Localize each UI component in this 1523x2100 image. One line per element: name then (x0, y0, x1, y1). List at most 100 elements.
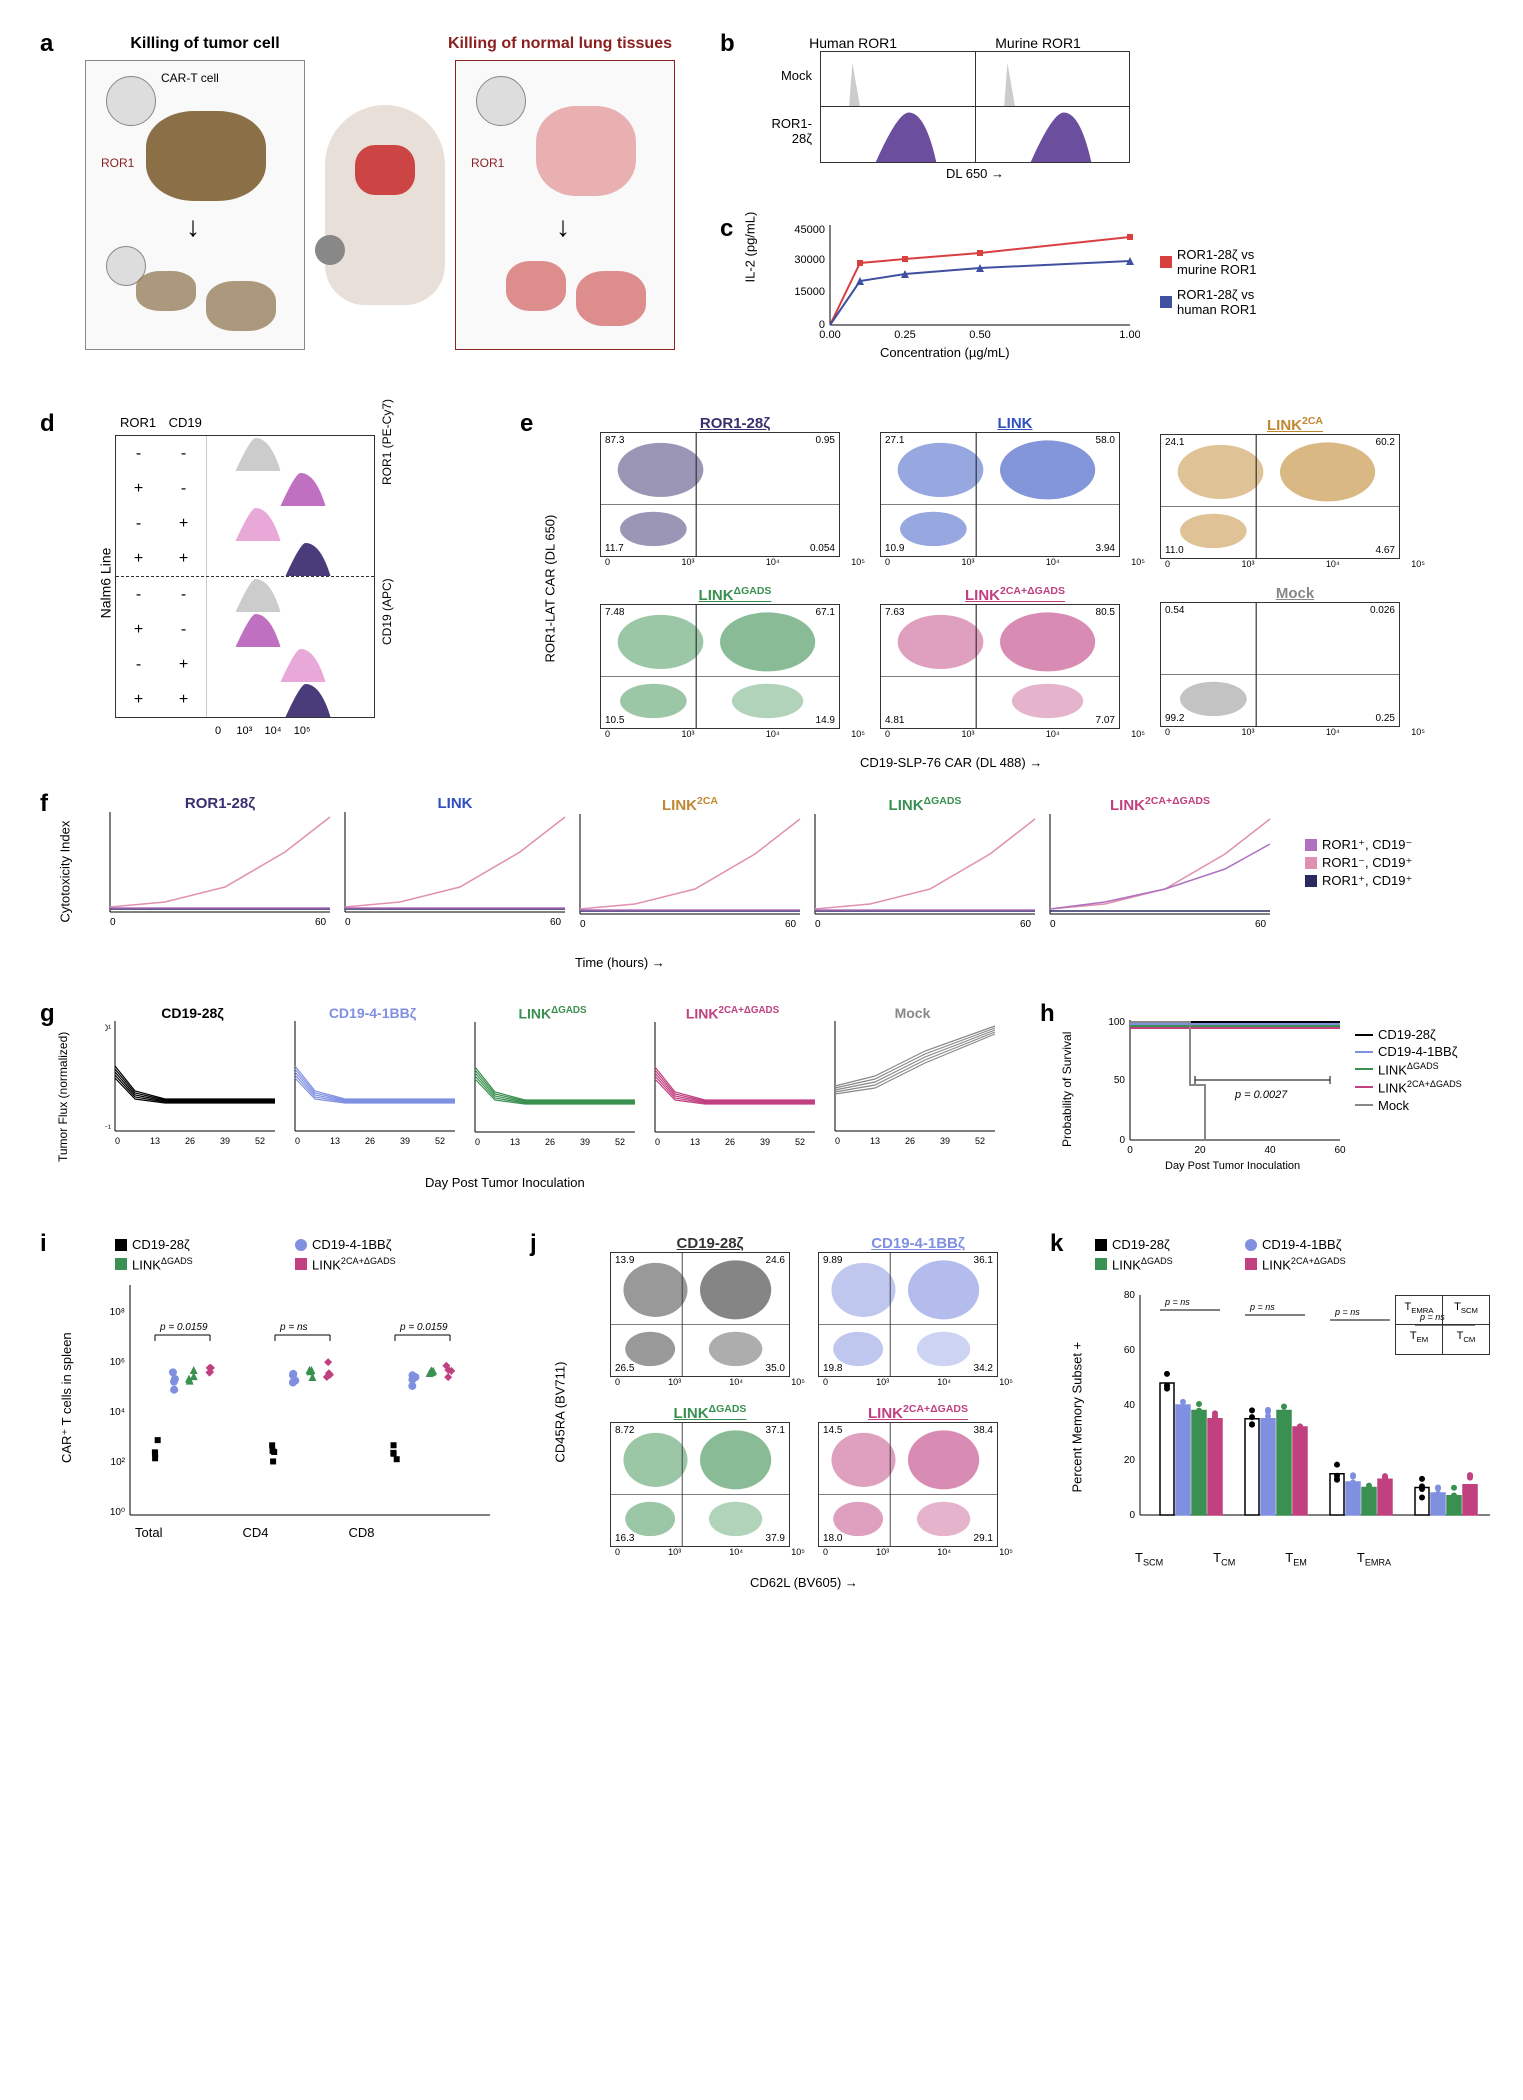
svg-text:39: 39 (760, 1137, 770, 1147)
svg-text:0.50: 0.50 (969, 329, 990, 340)
panel-b-rowlabels: Mock ROR1-28ζ (760, 51, 820, 163)
panel-g-xlabel: Day Post Tumor Inoculation (425, 1175, 585, 1190)
svg-text:20: 20 (1194, 1145, 1206, 1156)
svg-text:10⁸: 10⁸ (110, 1307, 125, 1318)
panel-h-xlabel: Day Post Tumor Inoculation (1165, 1160, 1300, 1172)
svg-text:100: 100 (1108, 1017, 1125, 1028)
svg-text:1.00: 1.00 (1119, 329, 1140, 340)
panel-c-xlabel: Concentration (µg/mL) (880, 345, 1010, 360)
panel-g: Tumor Flux (normalized) CD19-28ζ 0 13 26… (75, 1005, 1025, 1195)
svg-text:p = 0.0027: p = 0.0027 (1234, 1089, 1288, 1101)
svg-text:60: 60 (550, 917, 562, 928)
panel-i-cats: Total CD4 CD8 (135, 1525, 375, 1540)
svg-text:60: 60 (1255, 919, 1267, 930)
panel-f-label: f (40, 790, 48, 818)
svg-text:0: 0 (815, 919, 821, 930)
svg-text:0.25: 0.25 (894, 329, 915, 340)
svg-text:20: 20 (1124, 1455, 1136, 1466)
svg-text:p = 0.0159: p = 0.0159 (399, 1322, 448, 1333)
panel-b-headers: Human ROR1 Murine ROR1 (760, 35, 1130, 51)
panel-d-label: d (40, 410, 55, 438)
panel-k-ylabel: Percent Memory Subset + (1070, 1342, 1085, 1493)
mouse-lungs (355, 145, 415, 195)
panel-b-ror1-label: ROR1-28ζ (760, 116, 812, 146)
panel-c-label: c (720, 215, 733, 243)
panel-k-label: k (1050, 1230, 1063, 1258)
svg-text:45000: 45000 (794, 225, 825, 236)
svg-text:p = ns: p = ns (1249, 1302, 1275, 1312)
svg-text:52: 52 (975, 1136, 985, 1146)
svg-text:10⁻¹: 10⁻¹ (105, 1123, 111, 1133)
svg-text:0: 0 (835, 1136, 840, 1146)
svg-text:15000: 15000 (794, 286, 825, 298)
tumorflux-0: CD19-28ζ 0 13 26 39 52 10¹10⁻¹ (105, 1005, 280, 1157)
panel-d-colheaders: ROR1 CD19 (120, 415, 214, 430)
svg-text:p = ns: p = ns (279, 1322, 308, 1333)
panel-a-left-title: Killing of tumor cell (105, 35, 305, 53)
panel-e-label: e (520, 410, 533, 438)
svg-text:10²: 10² (111, 1457, 126, 1468)
svg-text:52: 52 (255, 1136, 265, 1146)
tumorflux-4: Mock 0 13 26 39 52 (825, 1005, 1000, 1157)
tumorflux-3: LINK2CA+ΔGADS 0 13 26 39 52 (645, 1005, 820, 1157)
tumorflux-1: CD19-4-1BBζ 0 13 26 39 52 (285, 1005, 460, 1157)
tumor-fragment-1 (136, 271, 196, 311)
panel-a-label: a (40, 30, 53, 58)
svg-text:0.00: 0.00 (819, 329, 840, 340)
cytox-plot-0: ROR1-28ζ 0 60 (105, 795, 335, 939)
panel-k-quadbox: TEMRA TSCM TEM TCM (1395, 1295, 1490, 1355)
panel-b-plots (820, 51, 1130, 163)
svg-text:p = ns: p = ns (1334, 1307, 1360, 1317)
svg-text:39: 39 (940, 1136, 950, 1146)
normal-fragment-2 (576, 271, 646, 326)
panel-e-xlabel: CD19-SLP-76 CAR (DL 488) → (860, 755, 1042, 770)
svg-text:60: 60 (1334, 1145, 1346, 1156)
tumorflux-2: LINKΔGADS 0 13 26 39 52 (465, 1005, 640, 1157)
panel-j-ylabel: CD45RA (BV711) (553, 1362, 568, 1463)
svg-text:0: 0 (1050, 919, 1056, 930)
flow-plot-Mock: Mock 0.54 0.026 99.2 0.25 010³10⁴10⁵ (1160, 585, 1430, 745)
mouse-tumor (315, 235, 345, 265)
svg-text:10⁶: 10⁶ (110, 1357, 125, 1368)
tumor-before (146, 111, 266, 201)
panel-e-ylabel: ROR1-LAT CAR (DL 650) (543, 515, 558, 663)
arrow-down-right: ↓ (556, 211, 570, 243)
svg-text:26: 26 (545, 1137, 555, 1147)
flow-plot-LINK: LINK2CA+ΔGADS 14.5 38.4 18.0 29.1 010³10… (818, 1403, 1018, 1563)
panel-b-label: b (720, 30, 735, 58)
panel-b-mock-label: Mock (760, 68, 812, 83)
panel-b-header-human: Human ROR1 (809, 35, 897, 51)
panel-c-ylabel: IL-2 (pg/mL) (743, 212, 758, 283)
svg-text:60: 60 (315, 917, 327, 928)
panel-k: CD19-28ζCD19-4-1BBζLINKΔGADSLINK2CA+ΔGAD… (1085, 1235, 1505, 1585)
svg-text:26: 26 (725, 1137, 735, 1147)
ror1-label-right: ROR1 (471, 156, 504, 170)
mouse-illustration (325, 105, 445, 305)
flow-plot-CD19-4-1BBζ: CD19-4-1BBζ 9.89 36.1 19.8 34.2 010³10⁴1… (818, 1235, 1018, 1395)
panel-j: CD45RA (BV711) CD19-28ζ 13.9 24.6 26.5 3… (570, 1235, 1030, 1595)
svg-text:0: 0 (655, 1137, 660, 1147)
svg-text:50: 50 (1114, 1075, 1126, 1086)
svg-text:80: 80 (1124, 1290, 1136, 1301)
svg-text:0: 0 (475, 1137, 480, 1147)
svg-text:0: 0 (295, 1136, 300, 1146)
panel-f-xlabel: Time (hours) → (575, 955, 665, 970)
panel-a-right-title: Killing of normal lung tissues (445, 35, 675, 53)
svg-text:30000: 30000 (794, 254, 825, 266)
svg-text:13: 13 (690, 1137, 700, 1147)
panel-f-ylabel: Cytotoxicity Index (58, 821, 73, 923)
svg-text:10¹: 10¹ (105, 1023, 111, 1033)
panel-k-cats: TSCMTCMTEMTEMRA (1135, 1550, 1391, 1568)
cytox-plot-4: LINK2CA+ΔGADS 0 60 (1045, 795, 1275, 939)
panel-b-header-murine: Murine ROR1 (995, 35, 1081, 51)
svg-text:52: 52 (435, 1136, 445, 1146)
hist-mock-murine (976, 52, 1130, 106)
panel-c-legend: ROR1-28ζ vsmurine ROR1 ROR1-28ζ vshuman … (1160, 245, 1256, 319)
panel-d-right-ror1: ROR1 (PE-Cy7) (380, 399, 394, 485)
flow-plot-LINK: LINK2CA 24.1 60.2 11.0 4.67 010³10⁴10⁵ (1160, 415, 1430, 575)
panel-d-ylabel: Nalm6 Line (97, 548, 113, 619)
svg-text:52: 52 (615, 1137, 625, 1147)
panel-b-grid: Mock ROR1-28ζ (760, 51, 1130, 163)
svg-text:0: 0 (115, 1136, 120, 1146)
normal-cell-before (536, 106, 636, 196)
